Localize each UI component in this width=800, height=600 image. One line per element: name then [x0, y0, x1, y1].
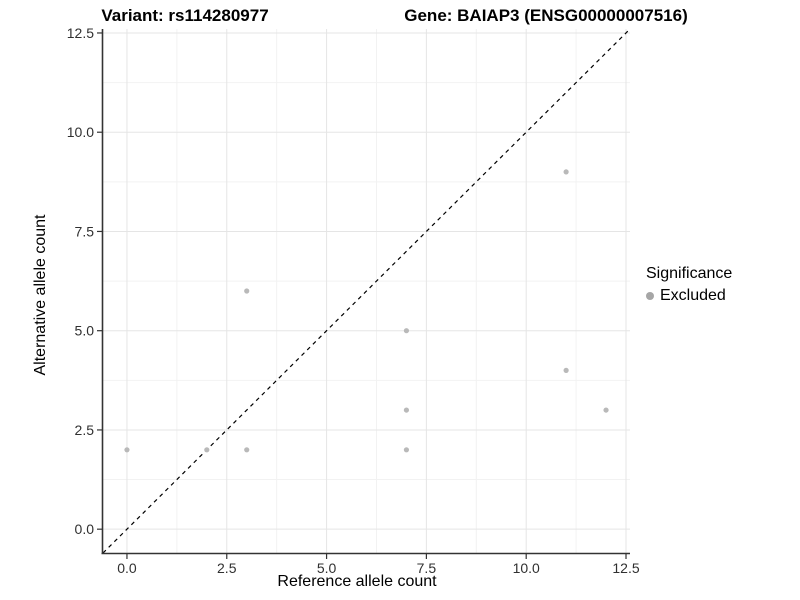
x-tick-label: 0.0 [117, 560, 137, 576]
y-axis-title: Alternative allele count [32, 214, 49, 376]
legend-entry-label: Excluded [660, 287, 726, 304]
data-point [563, 367, 569, 373]
x-tick-label: 10.0 [513, 560, 540, 576]
data-point [403, 328, 410, 334]
data-point [124, 447, 130, 453]
identity-line [102, 28, 631, 554]
legend-entry-excluded: Excluded [646, 287, 732, 305]
data-point [603, 407, 609, 413]
y-tick-label: 2.5 [75, 422, 95, 438]
y-tick-label: 10.0 [67, 124, 94, 140]
x-tick-label: 2.5 [217, 560, 237, 576]
plot-title-gene: Gene: BAIAP3 (ENSG00000007516) [404, 6, 688, 25]
plot-title-variant: Variant: rs114280977 [101, 6, 269, 25]
x-tick-label: 5.0 [317, 560, 337, 576]
legend: Significance Excluded [646, 265, 732, 305]
data-point [244, 288, 250, 294]
data-point [403, 407, 410, 413]
legend-point-icon [646, 292, 654, 300]
y-tick-label: 5.0 [75, 323, 95, 339]
x-tick-label: 12.5 [612, 560, 639, 576]
legend-title: Significance [646, 265, 733, 282]
data-point [403, 447, 410, 453]
data-point [244, 447, 250, 453]
x-axis-title: Reference allele count [277, 573, 437, 590]
x-tick-label: 7.5 [417, 560, 437, 576]
data-point [204, 447, 210, 453]
y-tick-label: 0.0 [75, 521, 95, 537]
y-tick-label: 7.5 [75, 223, 95, 239]
data-point [563, 169, 569, 175]
y-tick-label: 12.5 [67, 25, 94, 41]
